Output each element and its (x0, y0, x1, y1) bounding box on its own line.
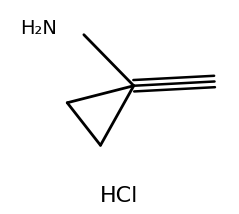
Text: HCl: HCl (100, 186, 139, 206)
Text: H₂N: H₂N (20, 19, 57, 38)
